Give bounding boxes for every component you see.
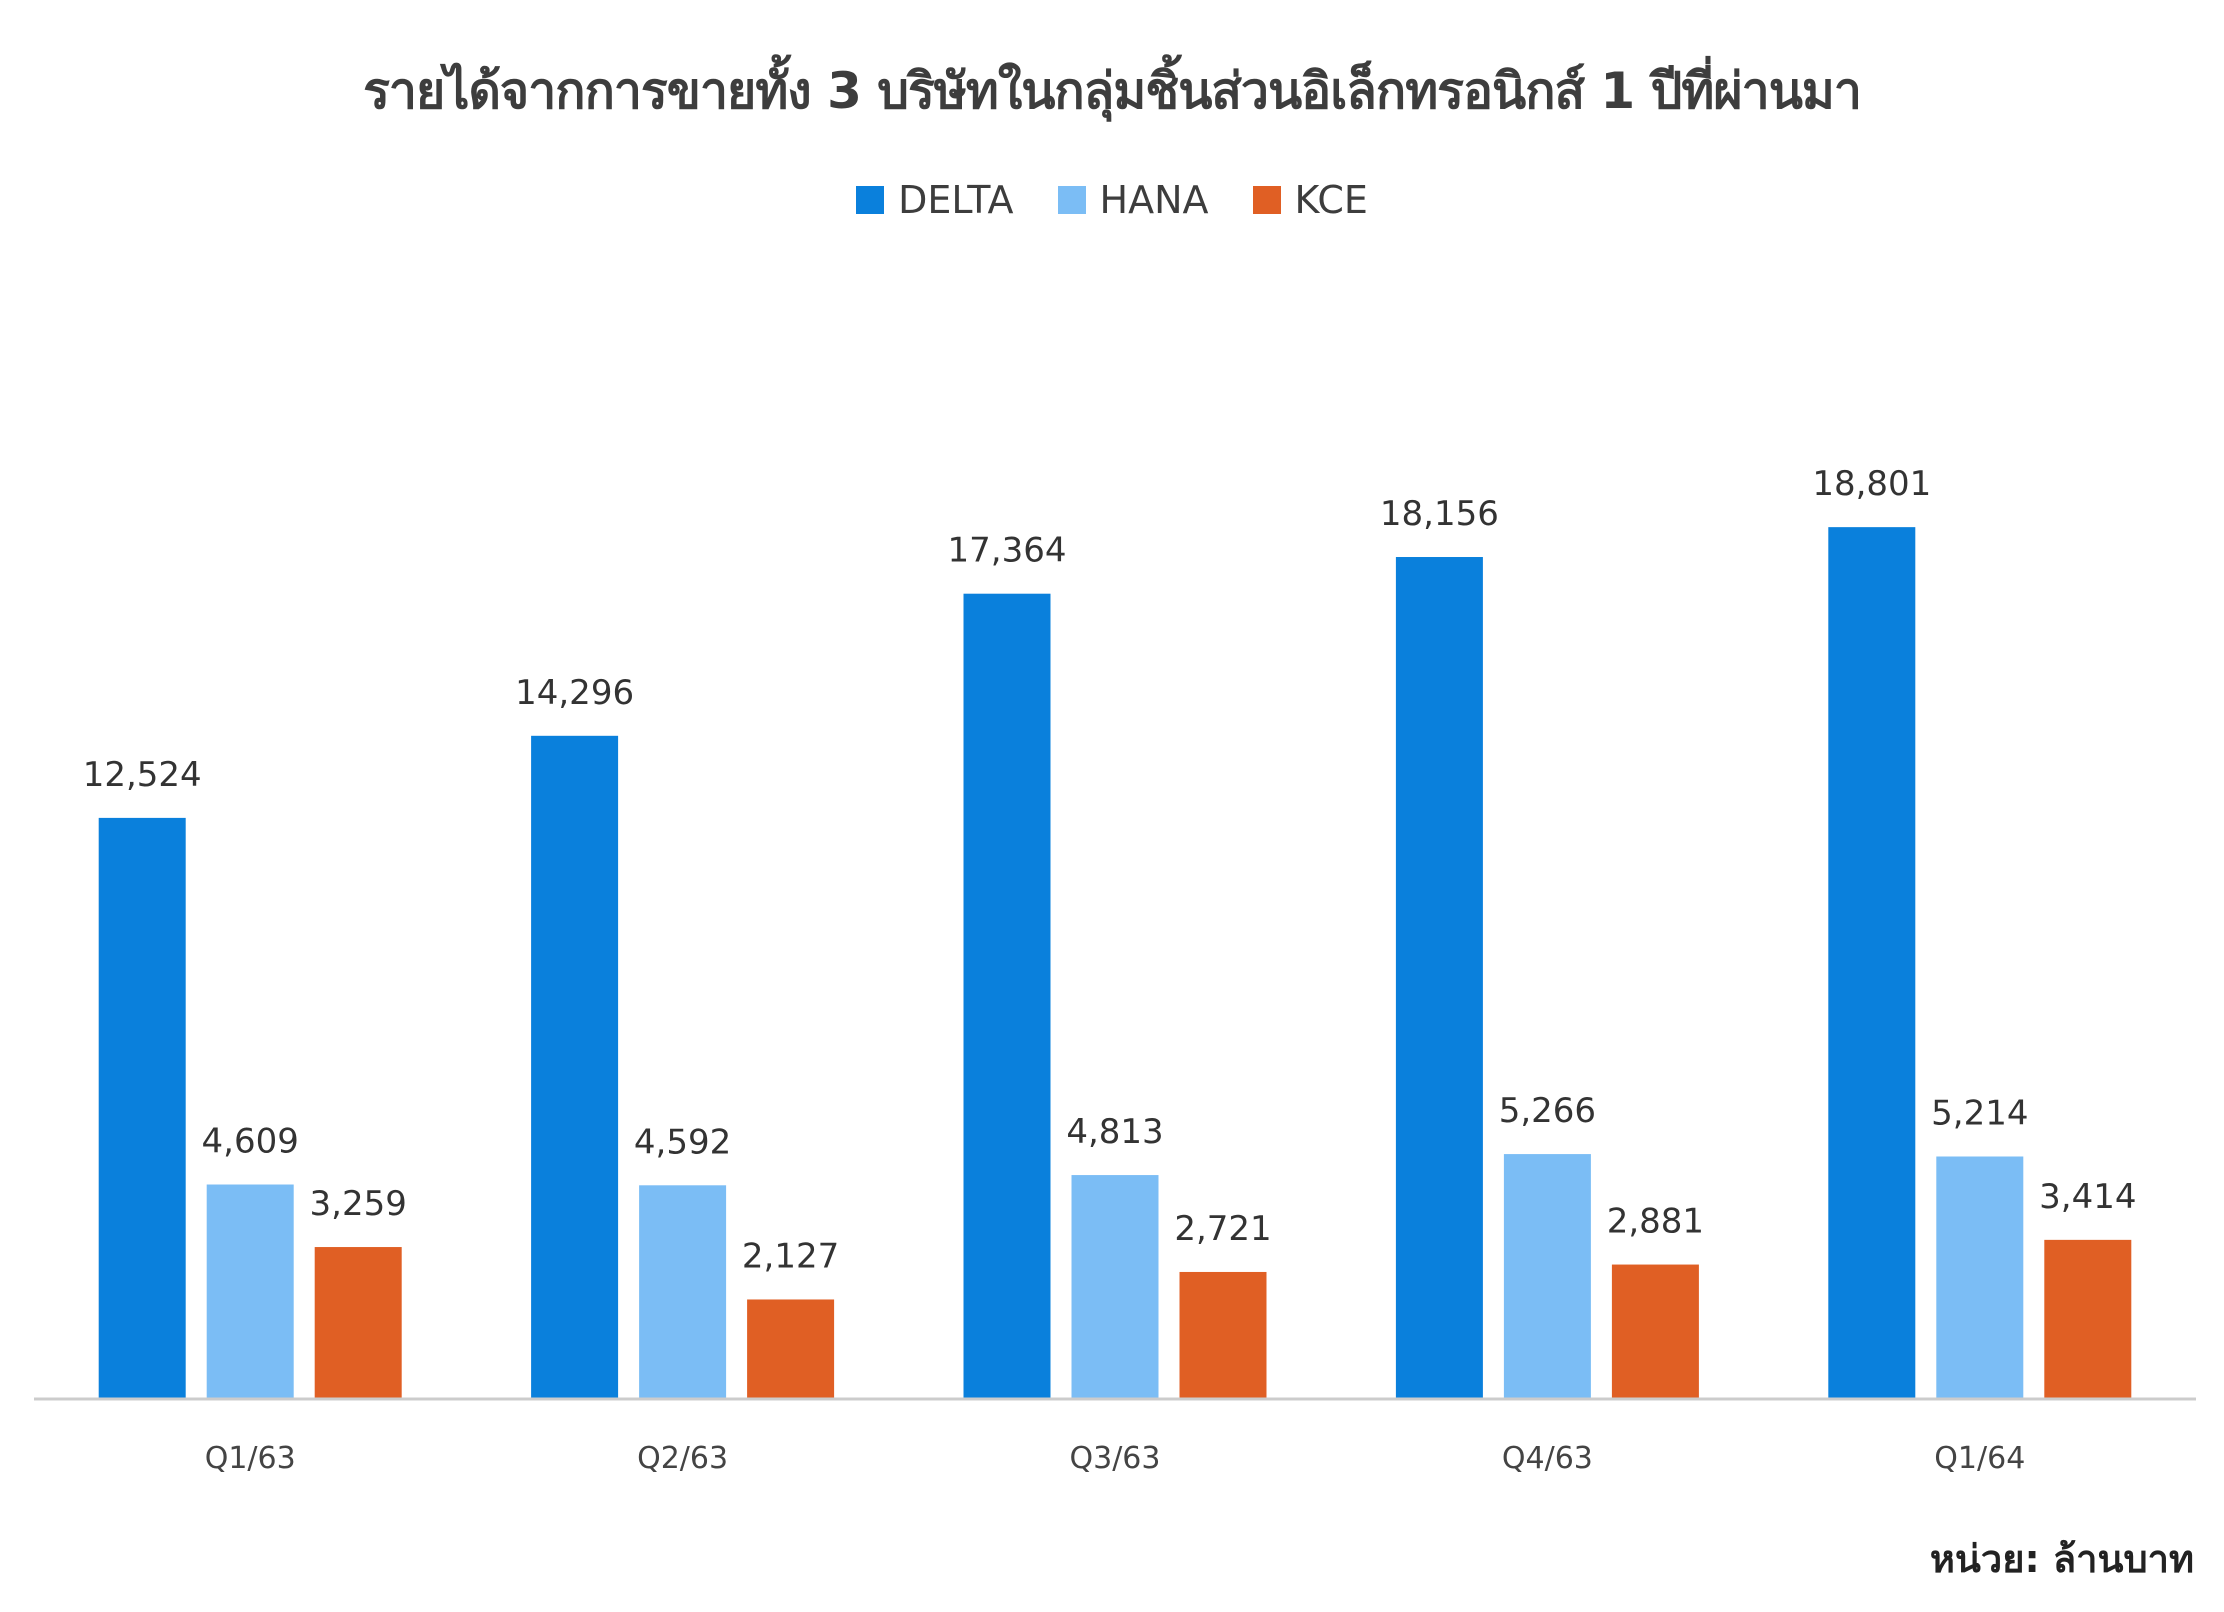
x-tick-label: Q3/63 — [1070, 1441, 1161, 1476]
legend-swatch-hana — [1057, 186, 1086, 214]
data-label-delta-1: 12,524 — [83, 755, 202, 795]
bar-hana-3 — [1071, 1175, 1159, 1398]
x-tick-label: Q4/63 — [1502, 1441, 1593, 1476]
x-tick-label: Q1/63 — [205, 1441, 296, 1476]
data-label-kce-1: 3,259 — [310, 1184, 407, 1224]
bar-kce-2 — [747, 1299, 835, 1398]
bar-delta-4 — [1395, 557, 1483, 1398]
bar-delta-2 — [531, 735, 619, 1398]
bar-kce-4 — [1611, 1264, 1699, 1398]
legend-item-kce: KCE — [1252, 178, 1368, 222]
data-label-hana-2: 4,592 — [634, 1122, 731, 1162]
data-label-hana-3: 4,813 — [1066, 1112, 1163, 1152]
x-tick-label: Q2/63 — [637, 1441, 728, 1476]
bar-kce-3 — [1179, 1271, 1267, 1398]
bar-kce-5 — [2044, 1239, 2132, 1398]
bar-delta-5 — [1828, 527, 1916, 1398]
data-label-kce-3: 2,721 — [1174, 1209, 1271, 1249]
bar-hana-5 — [1936, 1156, 2024, 1398]
legend-swatch-delta — [856, 186, 885, 214]
legend-item-delta: DELTA — [856, 178, 1014, 222]
legend-swatch-kce — [1252, 186, 1281, 214]
legend: DELTA HANA KCE — [0, 178, 2224, 222]
data-label-hana-4: 5,266 — [1499, 1091, 1596, 1131]
unit-note: หน่วย: ล้านบาท — [1929, 1537, 2194, 1581]
bar-hana-2 — [639, 1185, 727, 1398]
x-tick-label: Q1/64 — [1934, 1441, 2025, 1476]
bar-delta-1 — [98, 817, 186, 1398]
data-label-hana-1: 4,609 — [202, 1122, 299, 1162]
legend-label-delta: DELTA — [898, 178, 1014, 222]
data-label-kce-4: 2,881 — [1607, 1202, 1704, 1242]
bar-kce-1 — [314, 1247, 402, 1398]
data-label-kce-5: 3,414 — [2039, 1177, 2136, 1217]
bar-hana-4 — [1503, 1154, 1591, 1398]
data-label-delta-3: 17,364 — [948, 531, 1067, 571]
legend-item-hana: HANA — [1057, 178, 1209, 222]
legend-label-kce: KCE — [1294, 178, 1368, 222]
data-label-delta-2: 14,296 — [515, 673, 634, 713]
data-label-delta-5: 18,801 — [1812, 464, 1931, 504]
data-label-kce-2: 2,127 — [742, 1236, 839, 1276]
chart-title: รายได้จากการขายทั้ง 3 บริษัทในกลุ่มชิ้นส… — [363, 62, 1862, 120]
data-label-delta-4: 18,156 — [1380, 494, 1499, 534]
data-label-hana-5: 5,214 — [1931, 1093, 2028, 1133]
legend-label-hana: HANA — [1099, 178, 1209, 222]
bar-hana-1 — [206, 1184, 294, 1398]
bar-delta-3 — [963, 593, 1051, 1398]
